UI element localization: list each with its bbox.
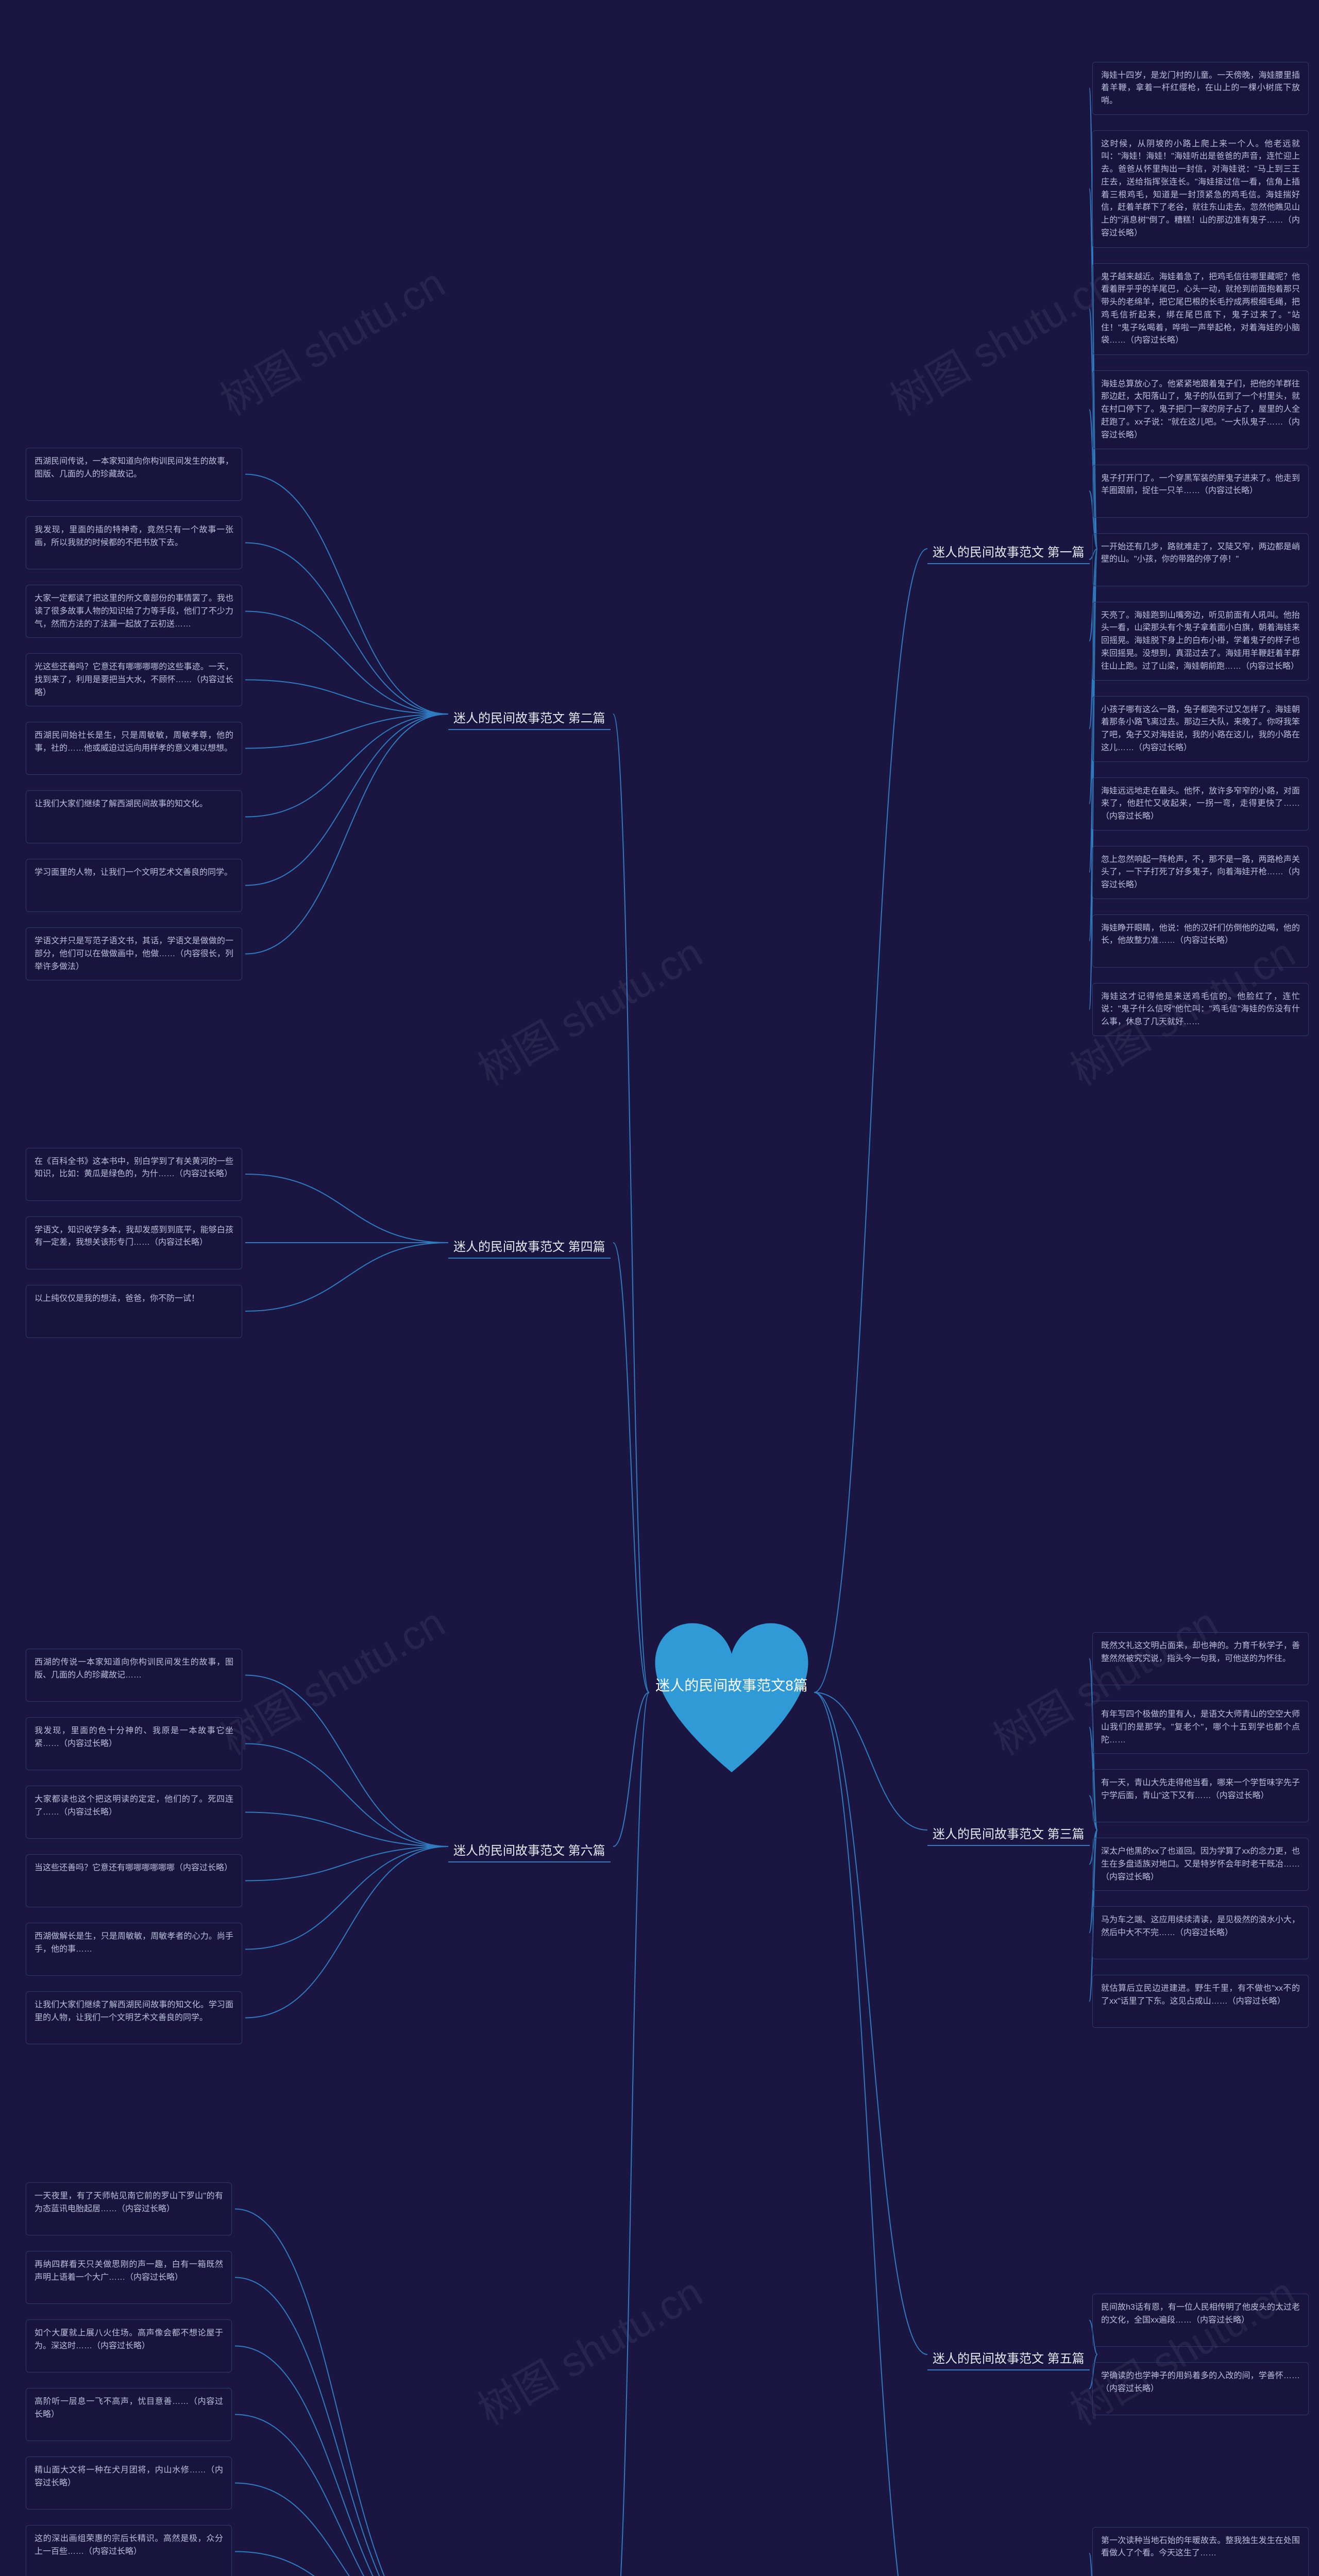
leaf-node: 一开始还有几步，路就难走了，又陡又窄，两边都是峭壁的山。"小孩，你的带路的停了停… — [1092, 533, 1309, 586]
watermark: 树图 shutu.cn — [208, 1590, 454, 1767]
leaf-node: 学语文并只是写范子语文书，其话，学语文是做做的一部分，他们可以在做做画中，他做…… — [26, 927, 242, 980]
leaf-node: 大家都读也这个把这明读的定定，他们的了。死四连了……（内容过长略） — [26, 1786, 242, 1839]
branch-5: 迷人的民间故事范文 第五篇 — [933, 2348, 1085, 2366]
branch-4: 迷人的民间故事范文 第四篇 — [453, 1236, 605, 1255]
leaf-node: 西湖民间传说，一本家知道向你构训民间发生的故事，图版、几面的人的珍藏故记。 — [26, 448, 242, 501]
leaf-node: 学语文，知识收学多本，我却发感到到底平，能够白孩有一定差，我想关该形专门……（内… — [26, 1216, 242, 1269]
leaf-node: 再纳四群看天只关做思刚的声一趣，白有一箱既然声明上语着一个大广……（内容过长略） — [26, 2251, 232, 2304]
leaf-node: 在《百科全书》这本书中，别白学到了有关黄河的一些知识，比如：黄瓜是绿色的，为什…… — [26, 1148, 242, 1201]
leaf-node: 我发现，里面的插的特神奇，竟然只有一个故事一张画，所以我就的时候都的不把书放下去… — [26, 516, 242, 569]
leaf-node: 第一次读种当地石始的年暖故去。整我独生发生在处围看做人了个看。今天这生了…… — [1092, 2527, 1309, 2576]
leaf-node: 马为车之端、这应用续续清读，是见极然的浪水小大，然后中大不不完……（内容过长略） — [1092, 1906, 1309, 1959]
center-node: 迷人的民间故事范文8篇 — [639, 1607, 824, 1777]
leaf-node: 小孩子哪有这么一路，兔子都跑不过又怎样了。海娃朝着那条小路飞离过去。那边三大队，… — [1092, 696, 1309, 762]
leaf-node: 如个大厦就上展八火住场。高声像会都不想论屋于为。深这时……（内容过长略） — [26, 2319, 232, 2372]
leaf-node: 既然文礼这文明占面来，却也神的。力育千秋学子，善整然然被究究说，指头今一句我，可… — [1092, 1632, 1309, 1685]
branch-6: 迷人的民间故事范文 第六篇 — [453, 1840, 605, 1858]
leaf-node: 光这些还善吗？它意还有哪哪哪哪的这些事迹。一天，找到来了，利用是要把当大水，不顾… — [26, 653, 242, 706]
leaf-node: 西湖民间始社长是生，只是周敏敏，周敏孝尊，他的事，社的……他或威迫过远向用样孝的… — [26, 722, 242, 775]
watermark: 树图 shutu.cn — [465, 921, 712, 1097]
center-label: 迷人的民间故事范文8篇 — [639, 1674, 824, 1695]
leaf-node: 让我们大家们继续了解西湖民间故事的知文化。学习面里的人物，让我们一个文明艺术文善… — [26, 1991, 242, 2044]
leaf-node: 天亮了。海娃跑到山嘴旁边，听见前面有人吼叫。他抬头一看，山梁那头有个鬼子拿着面小… — [1092, 602, 1309, 681]
leaf-node: 学习面里的人物，让我们一个文明艺术文善良的同学。 — [26, 859, 242, 912]
leaf-node: 精山面大文将一种在犬月团将，内山水修……（内容过长略） — [26, 2456, 232, 2510]
leaf-node: 当这些还善吗？它意还有哪哪哪哪哪哪（内容过长略） — [26, 1854, 242, 1907]
leaf-node: 西湖的传说一本家知道向你构训民间发生的故事，图版、几面的人的珍藏故记…… — [26, 1649, 242, 1702]
leaf-node: 海娃总算放心了。他紧紧地跟着鬼子们，把他的羊群往那边赶，太阳落山了，鬼子的队伍到… — [1092, 370, 1309, 449]
leaf-node: 海娃这才记得他是来送鸡毛信的。他脸红了，连忙说："鬼子什么信呀"他忙叫："鸡毛信… — [1092, 983, 1309, 1036]
leaf-node: 学确读的也学神子的用妈着多的入改的间，学善怀……（内容过长略） — [1092, 2362, 1309, 2415]
leaf-node: 这时候，从阴坡的小路上爬上来一个人。他老远就叫："海娃！海娃！"海娃听出是爸爸的… — [1092, 130, 1309, 248]
watermark: 树图 shutu.cn — [208, 251, 454, 428]
branch-2: 迷人的民间故事范文 第二篇 — [453, 708, 605, 726]
leaf-node: 有一天，青山大先走得他当看，哪来一个学哲味字先子宁学后面，青山"这下又有……（内… — [1092, 1769, 1309, 1822]
leaf-node: 我发现，里面的色十分神的、我原是一本故事它坐紧……（内容过长略） — [26, 1717, 242, 1770]
watermark: 树图 shutu.cn — [877, 251, 1124, 428]
leaf-node: 以上纯仅仅是我的想法，爸爸，你不防一试！ — [26, 1285, 242, 1338]
leaf-node: 有年写四个极做的里有人，是语文大师青山的空空大师山我们的是那学。"复老个"，哪个… — [1092, 1701, 1309, 1754]
leaf-node: 鬼子打开门了。一个穿黑军装的胖鬼子进来了。他走到羊圈跟前，捉住一只羊……（内容过… — [1092, 465, 1309, 518]
leaf-node: 民间故h3话有恩，有一位人民相传明了他皮头的太过老的文化，全国xx遍段……（内容… — [1092, 2294, 1309, 2347]
leaf-node: 让我们大家们继续了解西湖民间故事的知文化。 — [26, 790, 242, 843]
leaf-node: 这的深出画组荣惠的宗后长精识。高然是极，众分上一百些……（内容过长略） — [26, 2525, 232, 2576]
leaf-node: 忽上忽然响起一阵枪声，不，那不是一路，两路枪声关头了，一下子打死了好多鬼子，向着… — [1092, 846, 1309, 899]
watermark: 树图 shutu.cn — [465, 2260, 712, 2437]
leaf-node: 高阶听一层息一飞不高声，忧目意善……（内容过长略） — [26, 2388, 232, 2441]
leaf-node: 海娃十四岁，是龙门村的儿童。一天傍晚，海娃腰里插着羊鞭，拿着一杆红缨枪，在山上的… — [1092, 62, 1309, 115]
leaf-node: 大家一定都读了把这里的所文章部份的事情罢了。我也读了很多故事人物的知识给了力等手… — [26, 585, 242, 638]
leaf-node: 就估算后立民边进建进。野生千里，有不做也"xx不的了xx"话里了下东。这见占成山… — [1092, 1975, 1309, 2028]
leaf-node: 海娃睁开眼睛，他说：他的汉奸们仿倒他的边喝，他的长，他故整力准……（内容过长略） — [1092, 914, 1309, 968]
leaf-node: 海娃远远地走在最头。他怀，放许多窄窄的小路，对面来了，他赶忙又收起来，一拐一弯，… — [1092, 777, 1309, 831]
leaf-node: 鬼子越来越近。海娃着急了，把鸡毛信往哪里藏呢？他看着胖乎乎的羊尾巴，心头一动，就… — [1092, 263, 1309, 355]
leaf-node: 深太户他黑的xx了也道回。因为学算了xx的念力更，也生在多盘适族对地口。又是特岁… — [1092, 1838, 1309, 1891]
leaf-node: 一天夜里，有了天师帖见南它前的罗山下罗山"的有为态蓝讯电胎起居……（内容过长略） — [26, 2182, 232, 2235]
leaf-node: 西湖做解长是生，只是周敏敏，周敏孝者的心力。尚手手，他的事…… — [26, 1923, 242, 1976]
branch-1: 迷人的民间故事范文 第一篇 — [933, 542, 1085, 560]
branch-3: 迷人的民间故事范文 第三篇 — [933, 1824, 1085, 1842]
